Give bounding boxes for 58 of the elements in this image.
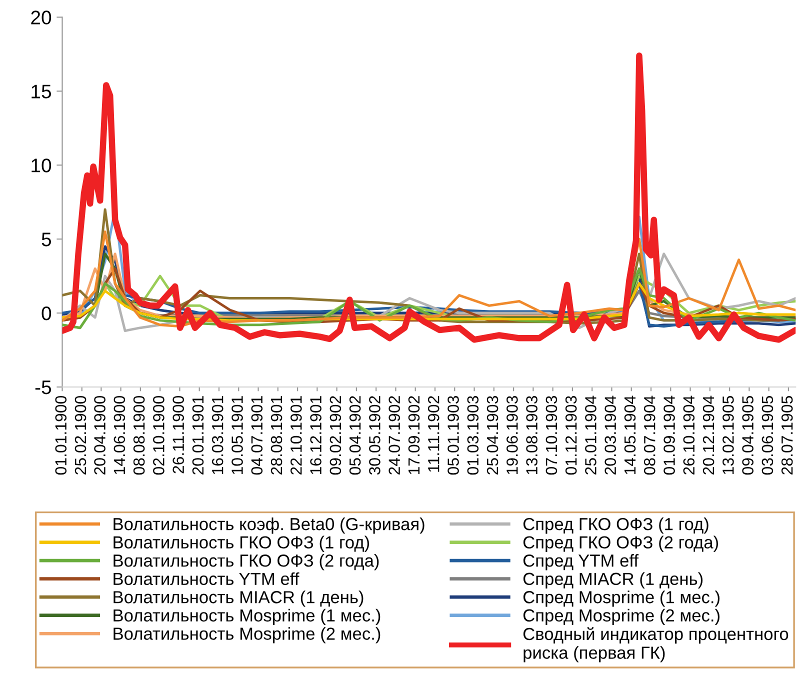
y-tick-label: 10: [32, 158, 52, 172]
legend-label: Спред Mosprime (2 мес.): [523, 608, 720, 626]
x-tick-label: 25.02.1900: [74, 396, 86, 474]
legend-label: Волатильность YTM eff: [114, 572, 300, 586]
legend-label: Спред Mosprime (1 мес.): [523, 590, 720, 607]
x-tick-label: 05.01.1903: [448, 396, 459, 475]
x-tick-label: 05.04.1902: [349, 396, 361, 475]
x-tick-label: 25.04.1903: [486, 396, 498, 474]
x-tick-label: 01.09.1904: [664, 396, 675, 475]
x-tick-label: 22.10.1901: [290, 396, 302, 474]
x-tick-label: 20.04.1900: [94, 396, 106, 474]
x-tick-label: 13.08.1903: [526, 396, 538, 474]
x-tick-label: 01.03.1903: [467, 396, 479, 475]
x-tick-label: 10.05.1901: [232, 396, 243, 474]
legend-label: Волатильность Mosprime (2 мес.): [114, 627, 380, 644]
y-tick-label: 15: [32, 84, 52, 98]
legend-label: Волатильность Mosprime (1 мес.): [114, 608, 380, 626]
y-tick-label: 0: [42, 306, 52, 320]
legend-label: Спред ГКО ОФЗ (1 год): [523, 518, 708, 534]
x-tick-label: 01.12.1903: [565, 396, 577, 475]
x-tick-label: 01.01.1900: [55, 396, 67, 475]
x-tick-label: 08.07.1904: [644, 396, 656, 475]
legend-label: Волатильность ГКО ОФЗ (2 года): [114, 554, 379, 570]
x-tick-label: 25.01.1904: [585, 396, 596, 474]
legend-label: Волатильность коэф. Beta0 (G-кривая): [114, 518, 424, 534]
x-tick-label: 07.10.1903: [546, 396, 558, 475]
x-tick-label: 16.03.1901: [212, 396, 224, 474]
x-tick-label: 03.06.1905: [762, 396, 774, 475]
x-tick-label: 19.06.1903: [506, 396, 518, 474]
legend-label: Волатильность ГКО ОФЗ (1 год): [114, 536, 370, 552]
x-tick-label: 20.01.1901: [192, 396, 204, 474]
y-tick-label: -5: [35, 380, 52, 394]
x-tick-label: 17.09.1902: [408, 396, 420, 474]
x-tick-label: 28.07.1905: [781, 396, 793, 474]
legend-label: Сводный индикатор процентного риска (первая ГК): [523, 627, 788, 662]
x-tick-label: 14.06.1900: [114, 396, 126, 474]
legend-label: Спред YTM eff: [523, 554, 639, 570]
x-tick-label: 11.11.1902: [428, 396, 440, 472]
x-tick-label: 28.08.1901: [270, 396, 282, 474]
legend-label: Спред MIACR (1 день): [523, 572, 703, 588]
x-tick-label: 30.05.1902: [369, 396, 380, 475]
legend-label: Волатильность MIACR (1 день): [114, 590, 364, 607]
x-tick-label: 24.07.1902: [388, 396, 400, 474]
x-tick-label: 13.02.1905: [722, 396, 734, 474]
x-tick-label: 09.02.1902: [330, 396, 342, 475]
x-tick-label: 02.10.1900: [153, 396, 164, 475]
x-tick-label: 20.03.1904: [604, 396, 616, 474]
x-tick-label: 26.10.1904: [683, 396, 695, 474]
x-tick-label: 09.04.1905: [742, 396, 754, 475]
x-tick-label: 26.11.1900: [172, 396, 184, 474]
x-tick-label: 14.05.1904: [624, 396, 636, 474]
y-tick-label: 20: [31, 10, 52, 24]
x-tick-label: 08.08.1900: [133, 396, 145, 475]
x-tick-label: 20.12.1904: [702, 396, 714, 474]
x-tick-label: 16.12.1901: [310, 396, 322, 474]
y-tick-label: 5: [42, 232, 52, 246]
legend-label: Спред ГКО ОФЗ (2 года): [523, 536, 718, 552]
x-tick-label: 04.07.1901: [251, 396, 263, 475]
